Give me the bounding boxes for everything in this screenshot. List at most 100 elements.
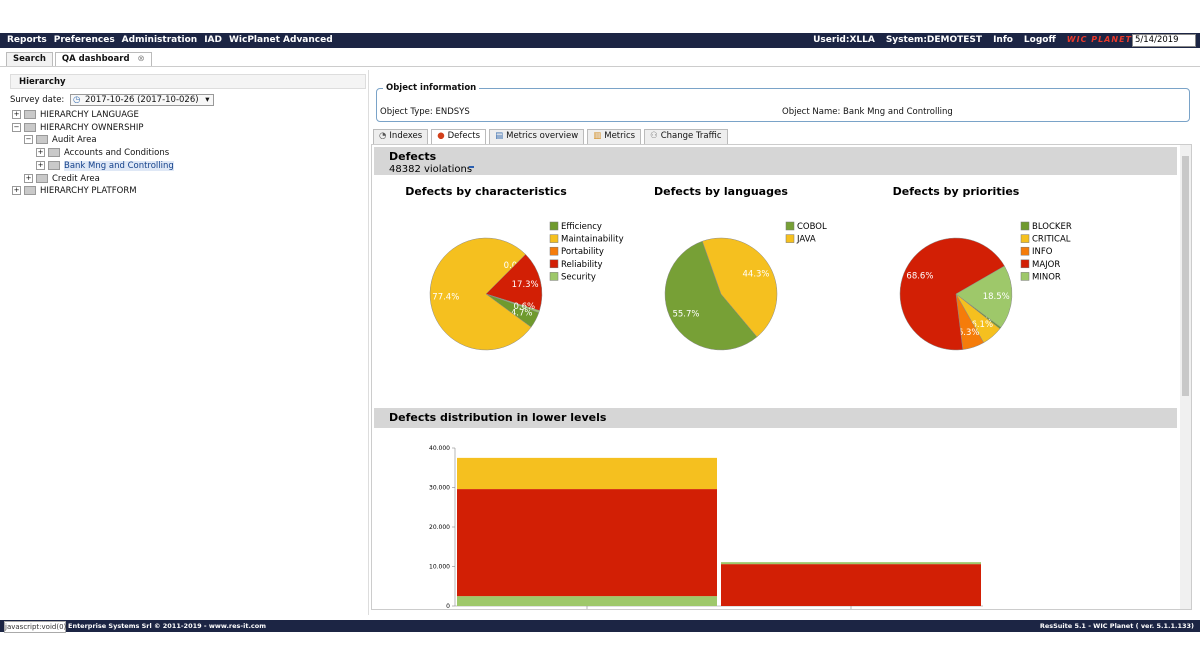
- expander[interactable]: +: [12, 110, 21, 119]
- pie-title: Defects by priorities: [893, 185, 1020, 198]
- tab-label: QA dashboard: [61, 54, 130, 64]
- bar-segment: [457, 457, 717, 490]
- expander[interactable]: +: [36, 148, 45, 158]
- version: ResSuite 5.1 - WIC Planet ( ver. 5.1.1.1…: [1039, 622, 1194, 630]
- expander[interactable]: −: [24, 135, 33, 145]
- tree-node[interactable]: + Bank Mng and Controlling: [36, 160, 174, 171]
- hierarchy-header: Hierarchy: [10, 74, 366, 89]
- legend-swatch: [1020, 221, 1030, 231]
- pie-slice: [702, 237, 778, 338]
- tree-node[interactable]: − HIERARCHY OWNERSHIP: [12, 122, 144, 133]
- system: System:DEMOTEST: [885, 35, 983, 45]
- tree-label: Accounts and Conditions: [64, 148, 170, 159]
- copyright: Enterprise Systems Srl © 2011-2019 - www…: [68, 622, 267, 630]
- legend-label: CRITICAL: [1032, 235, 1071, 245]
- clock-icon: ◷: [73, 95, 81, 105]
- menu-item[interactable]: Reports: [7, 35, 47, 45]
- menu-item[interactable]: Preferences: [53, 35, 115, 45]
- legend-swatch: [549, 221, 559, 231]
- subtab-label: Indexes: [389, 131, 423, 141]
- legend-swatch: [1020, 234, 1030, 243]
- expander[interactable]: +: [36, 160, 45, 170]
- survey-label: Survey date:: [10, 95, 65, 105]
- pie-slice: [955, 265, 1013, 328]
- subtab[interactable]: ⚇ Change Traffic: [644, 129, 728, 144]
- object-name: Object Name: Bank Mng and Controlling: [782, 107, 953, 117]
- tree-node[interactable]: + HIERARCHY PLATFORM: [12, 186, 137, 196]
- slice-label: 68.6%: [906, 271, 933, 281]
- tab[interactable]: QA dashboard ⊗: [54, 52, 152, 67]
- subtab[interactable]: ● Defects: [431, 129, 487, 144]
- legend-swatch: [549, 234, 559, 243]
- tree-node[interactable]: − Audit Area: [24, 135, 97, 145]
- legend-label: JAVA: [796, 235, 816, 245]
- slice-label: 0.6%: [513, 302, 535, 312]
- tab-close[interactable]: ⊗: [137, 54, 145, 64]
- distribution-title: Defects distribution in lower levels: [389, 411, 607, 424]
- folder-icon: [24, 186, 36, 196]
- expander[interactable]: +: [12, 186, 21, 196]
- object-name-label: Object Name:: [782, 107, 841, 117]
- tree-label: Bank Mng and Controlling: [64, 160, 174, 171]
- legend-swatch: [785, 221, 795, 231]
- status-bar: javascript:void(0);: [4, 621, 69, 633]
- tree-node[interactable]: + Accounts and Conditions: [36, 148, 169, 158]
- slice-label: 44.3%: [743, 269, 770, 279]
- tree-node[interactable]: + HIERARCHY LANGUAGE: [12, 110, 139, 120]
- pie-slice: [664, 240, 758, 351]
- slice-label: 6.1%: [971, 320, 993, 330]
- survey-select[interactable]: ◷ 2017-10-26 (2017-10-026) ▾: [70, 94, 214, 106]
- scroll-thumb[interactable]: [1182, 156, 1189, 396]
- dropdown-arrow: ▾: [205, 95, 210, 105]
- menu-item[interactable]: WicPlanet Advanced: [228, 35, 333, 45]
- subtab[interactable]: ◔ Indexes: [373, 129, 429, 144]
- pie-title: Defects by characteristics: [405, 185, 567, 198]
- tree-label: HIERARCHY PLATFORM: [40, 186, 137, 197]
- menu-item[interactable]: IAD: [204, 35, 222, 45]
- pie-slice: [899, 237, 1005, 351]
- folder-icon: [24, 110, 36, 119]
- legend-label: Portability: [561, 247, 604, 257]
- logoff-link[interactable]: Logoff: [1023, 35, 1056, 45]
- menu-item[interactable]: Administration: [121, 35, 198, 45]
- info-link[interactable]: Info: [993, 35, 1013, 45]
- expander[interactable]: +: [24, 173, 33, 183]
- object-type-label: Object Type:: [380, 107, 433, 117]
- legend-label: Security: [561, 272, 596, 282]
- y-tick-label: 0: [446, 603, 450, 609]
- legend-label: MINOR: [1032, 272, 1061, 282]
- tab-line: [0, 66, 1200, 67]
- legend-swatch: [549, 272, 559, 281]
- object-type-value: ENDSYS: [435, 107, 470, 117]
- legend-label: INFO: [1032, 247, 1053, 257]
- subtab-label: Metrics overview: [506, 131, 579, 141]
- subtab-label: Metrics: [604, 131, 636, 141]
- bar-segment: [721, 562, 981, 565]
- menu-bar: Reports Preferences Administration IAD WicPl…: [0, 33, 1200, 48]
- date-select[interactable]: 5/14/2019: [1132, 34, 1196, 47]
- hierarchy-title: Hierarchy: [19, 77, 66, 87]
- y-tick-label: 30.000: [429, 485, 450, 492]
- tab[interactable]: Search: [6, 52, 53, 67]
- folder-icon: [24, 122, 36, 132]
- y-tick-label: 40.000: [429, 445, 450, 452]
- tree-label: Audit Area: [52, 135, 97, 146]
- subtab[interactable]: ▤ Metrics overview: [489, 129, 585, 144]
- violations: 48382 violations: [389, 164, 472, 175]
- tree-node[interactable]: + Credit Area: [24, 173, 100, 184]
- legend-swatch: [1020, 272, 1030, 281]
- slice-label: 6.3%: [958, 328, 980, 338]
- tab-label: Search: [13, 54, 46, 64]
- y-tick-label: 20.000: [429, 524, 450, 531]
- legend-swatch: [1020, 246, 1030, 256]
- user-menu: Userid:XLLA System:DEMOTEST Info Logoff …: [813, 35, 1132, 45]
- subtab-icon: ▤: [495, 131, 504, 141]
- subtab[interactable]: ▥ Metrics: [587, 129, 642, 144]
- legend-label: Efficiency: [561, 222, 602, 232]
- bar-segment: [457, 596, 717, 606]
- bar-segment: [457, 489, 717, 597]
- collapse-icon: [469, 166, 474, 168]
- expander[interactable]: −: [12, 122, 21, 132]
